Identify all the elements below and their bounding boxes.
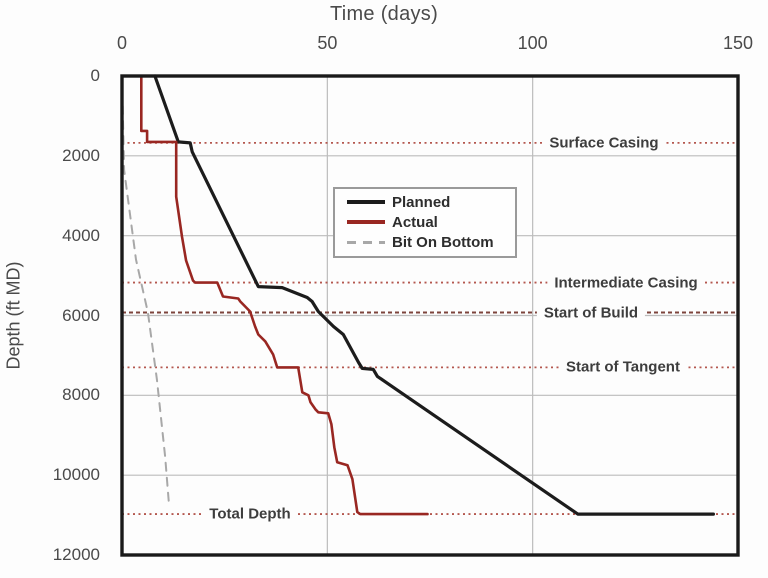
legend-item-bit-on-bottom: Bit On Bottom <box>347 233 515 253</box>
y-tick-label-10000: 10000 <box>52 465 100 485</box>
actual-line-swatch <box>347 220 385 225</box>
x-tick-label-50: 50 <box>317 33 338 53</box>
legend-label-actual: Actual <box>392 213 438 231</box>
y-tick-label-12000: 12000 <box>52 545 100 564</box>
total-depth-label: Total Depth <box>202 505 298 523</box>
chart-legend: Planned Actual Bit On Bottom <box>333 187 517 258</box>
surface-casing-label: Surface Casing <box>542 134 666 152</box>
planned-line-swatch <box>347 200 385 205</box>
legend-item-actual: Actual <box>347 212 515 232</box>
x-axis-title: Time (days) <box>329 3 439 25</box>
start-of-tangent-label: Start of Tangent <box>559 358 687 376</box>
y-tick-label-2000: 2000 <box>62 145 100 165</box>
y-tick-label-4000: 4000 <box>62 225 100 245</box>
start-of-build-label: Start of Build <box>536 304 646 321</box>
planned-line <box>153 74 716 516</box>
y-tick-label-8000: 8000 <box>62 385 100 405</box>
x-tick-label-150: 150 <box>722 33 754 53</box>
legend-label-bit-on-bottom: Bit On Bottom <box>392 234 494 252</box>
intermediate-casing-label: Intermediate Casing <box>547 274 705 292</box>
legend-item-planned: Planned <box>347 192 515 212</box>
x-tick-label-0: 0 <box>116 33 127 53</box>
plot-border <box>120 74 740 557</box>
bit-on-bottom-line-swatch <box>347 241 385 245</box>
y-tick-label-6000: 6000 <box>62 305 100 325</box>
actual-line <box>120 74 429 516</box>
legend-label-planned: Planned <box>392 193 451 211</box>
bit-on-bottom-line <box>121 75 171 509</box>
x-tick-label-100: 100 <box>517 33 548 53</box>
y-tick-label-0: 0 <box>90 66 100 85</box>
